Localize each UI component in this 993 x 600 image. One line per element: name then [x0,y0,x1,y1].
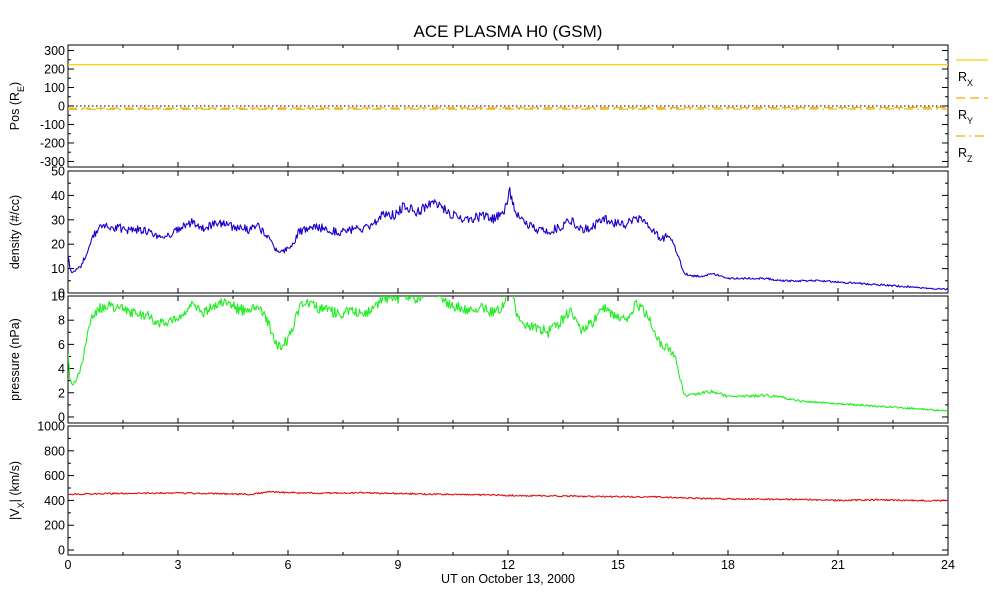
y-tick-label: 6 [58,338,65,352]
y-tick-label: 8 [58,314,65,328]
y-tick-label: 600 [44,469,65,483]
legend: RX RY RZ [956,60,988,164]
y-tick-label: 4 [58,362,65,376]
panel-frame [68,171,948,293]
y-axis-label: density (#/cc) [8,195,22,269]
plot-area [68,188,948,290]
x-tick-label: 24 [941,558,955,572]
x-axis-label: UT on October 13, 2000 [441,572,575,586]
panel-3: 1000 800 600 400 200 0 |VX| (km/s) 0 3 6 9 12 15 18 21… [8,420,955,573]
chart-title: ACE PLASMA H0 (GSM) [414,22,603,41]
plot-area [68,65,948,110]
y-tick-label: 30 [51,213,65,227]
y-tick-label: 800 [44,444,65,458]
x-tick-label: 12 [501,558,515,572]
series-line-0-1 [68,108,948,109]
panel-frame [68,296,948,423]
y-tick-label: 10 [51,262,65,276]
legend-label: RY [958,108,973,126]
plot-area [68,274,948,412]
y-tick-label: 0 [58,544,65,558]
y-tick-label: 50 [51,165,65,179]
panel-frame [68,426,948,555]
y-tick-label: 2 [58,386,65,400]
y-axis-label: |VX| (km/s) [8,461,26,520]
series-line-1-0 [68,188,948,290]
y-tick-label: -200 [40,136,65,150]
y-tick-label: 400 [44,494,65,508]
x-tick-label: 21 [831,558,845,572]
series-line-3-0 [68,491,948,501]
x-tick-label: 9 [395,558,402,572]
x-tick-label: 3 [175,558,182,572]
y-tick-label: 40 [51,189,65,203]
x-tick-label: 0 [65,558,72,572]
y-tick-label: 1000 [37,420,65,434]
x-tick-label: 6 [285,558,292,572]
y-tick-label: 200 [44,63,65,77]
y-tick-label: 10 [51,290,65,304]
y-tick-label: 300 [44,44,65,58]
y-tick-label: 20 [51,238,65,252]
y-axis-label: Pos (RE) [8,82,26,130]
y-tick-label: 0 [58,100,65,114]
legend-label: RX [958,70,973,88]
plot-area [68,491,948,501]
y-tick-label: 100 [44,81,65,95]
x-tick-label: 15 [611,558,625,572]
y-tick-label: -100 [40,118,65,132]
legend-label: RZ [958,146,973,164]
y-tick-label: 200 [44,519,65,533]
y-axis-label: pressure (nPa) [8,318,22,401]
series-line-2-0 [68,274,948,412]
x-tick-label: 18 [721,558,735,572]
